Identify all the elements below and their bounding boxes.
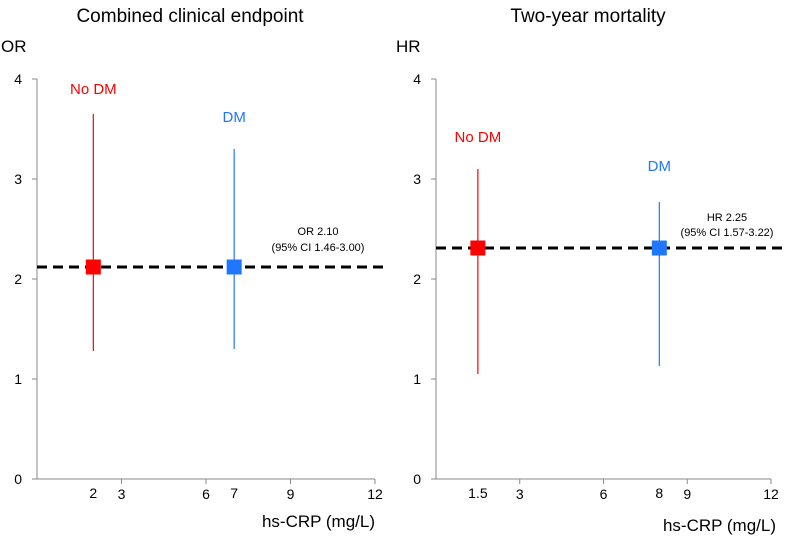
chart-title: Two-year mortality (510, 6, 666, 27)
y-tick-label: 1 (413, 371, 421, 387)
x-tick-label: 9 (683, 486, 691, 502)
chart-title: Combined clinical endpoint (76, 6, 304, 27)
point-marker-no-dm (85, 259, 101, 275)
y-tick-label: 4 (413, 71, 421, 87)
x-tick-label: 12 (367, 486, 383, 502)
x-value-label-no-dm: 1.5 (468, 485, 488, 501)
group-label-dm: DM (648, 158, 671, 175)
chart-panel-combined-endpoint: Combined clinical endpoint OR hs-CRP (mg… (1, 6, 385, 531)
x-axis-label: hs-CRP (mg/L) (262, 512, 375, 531)
x-tick-label: 6 (600, 486, 608, 502)
x-tick-label: 12 (763, 486, 779, 502)
y-axis-label: HR (396, 37, 421, 56)
x-tick-label: 9 (287, 486, 295, 502)
group-label-dm: DM (223, 109, 246, 126)
x-axis-label: hs-CRP (mg/L) (663, 516, 776, 535)
group-label-no-dm: No DM (70, 81, 117, 98)
point-marker-dm (651, 240, 667, 256)
y-tick-label: 0 (413, 471, 421, 487)
group-label-no-dm: No DM (455, 129, 502, 146)
y-tick-label: 2 (14, 271, 22, 287)
y-tick-label: 3 (413, 171, 421, 187)
point-marker-no-dm (470, 240, 486, 256)
y-tick-label: 2 (413, 271, 421, 287)
effect-annotation-line2: (95% CI 1.46-3.00) (272, 242, 365, 254)
x-value-label-dm: 8 (655, 485, 663, 501)
point-marker-dm (226, 259, 242, 275)
x-tick-label: 3 (516, 486, 524, 502)
x-value-label-no-dm: 2 (89, 485, 97, 501)
chart-panel-two-year-mortality: Two-year mortality HR hs-CRP (mg/L) HR 2… (396, 6, 783, 535)
y-tick-label: 0 (14, 471, 22, 487)
effect-annotation-line1: OR 2.10 (298, 226, 339, 238)
y-axis-label: OR (1, 37, 27, 56)
y-tick-label: 4 (14, 71, 22, 87)
effect-annotation-line1: HR 2.25 (707, 212, 747, 224)
x-tick-label: 3 (118, 486, 126, 502)
y-tick-label: 3 (14, 171, 22, 187)
effect-annotation-line2: (95% CI 1.57-3.22) (681, 227, 774, 239)
x-tick-label: 6 (202, 486, 210, 502)
y-tick-label: 1 (14, 371, 22, 387)
x-value-label-dm: 7 (230, 485, 238, 501)
